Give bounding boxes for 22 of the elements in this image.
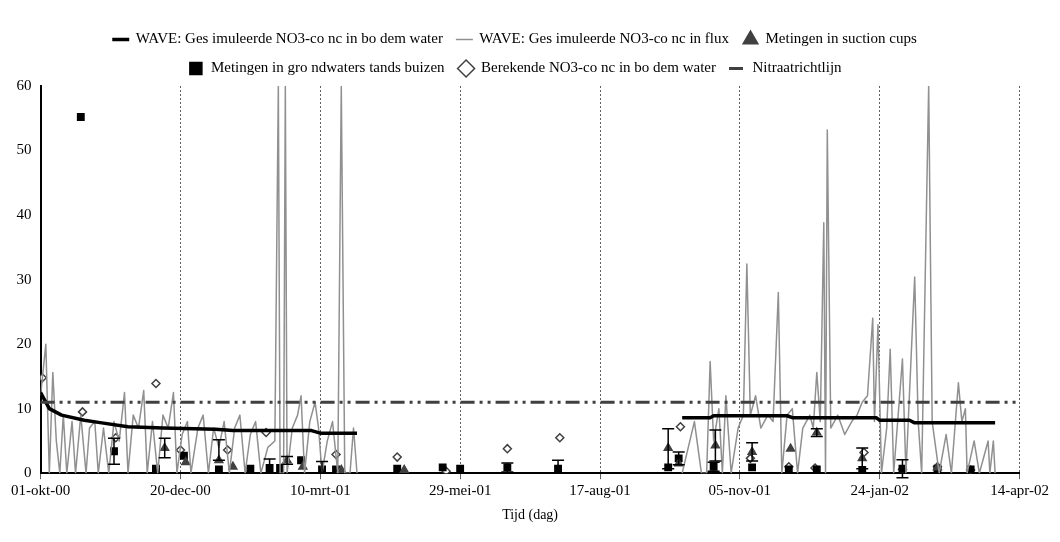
x-tick-label: 05-nov-01 <box>708 482 772 499</box>
y-tick-label: 30 <box>16 270 32 287</box>
y-tick-label: 10 <box>16 399 32 416</box>
y-tick-label: 40 <box>16 206 32 222</box>
legend-label: WAVE: Ges imuleerde NO3-co nc in bo dem water <box>135 30 443 47</box>
legend-label: Nitraatrichtlijn <box>752 59 843 76</box>
x-tick-label: 01-okt-00 <box>10 482 71 499</box>
y-tick-label: 50 <box>16 141 32 158</box>
legend-label: Metingen in suction cups <box>765 30 917 47</box>
legend-label: Berekende NO3-co nc in bo dem water <box>481 59 716 76</box>
y-tick-label: 0 <box>24 464 32 481</box>
legend-label: Metingen in gro ndwaters tands buizen <box>210 59 446 76</box>
x-axis-title: Tijd (dag) <box>502 507 559 524</box>
legend-label: WAVE: Ges imuleerde NO3-co nc in flux <box>479 30 730 47</box>
y-tick-label: 20 <box>16 335 32 352</box>
y-tick-label: 60 <box>16 76 32 93</box>
x-tick-label: 20-dec-00 <box>150 482 211 499</box>
x-tick-label: 10-mrt-01 <box>289 482 351 499</box>
x-tick-label: 24-jan-02 <box>850 482 909 499</box>
x-tick-label: 14-apr-02 <box>990 482 1049 499</box>
x-tick-label: 17-aug-01 <box>569 482 631 499</box>
x-tick-label: 29-mei-01 <box>428 482 492 499</box>
